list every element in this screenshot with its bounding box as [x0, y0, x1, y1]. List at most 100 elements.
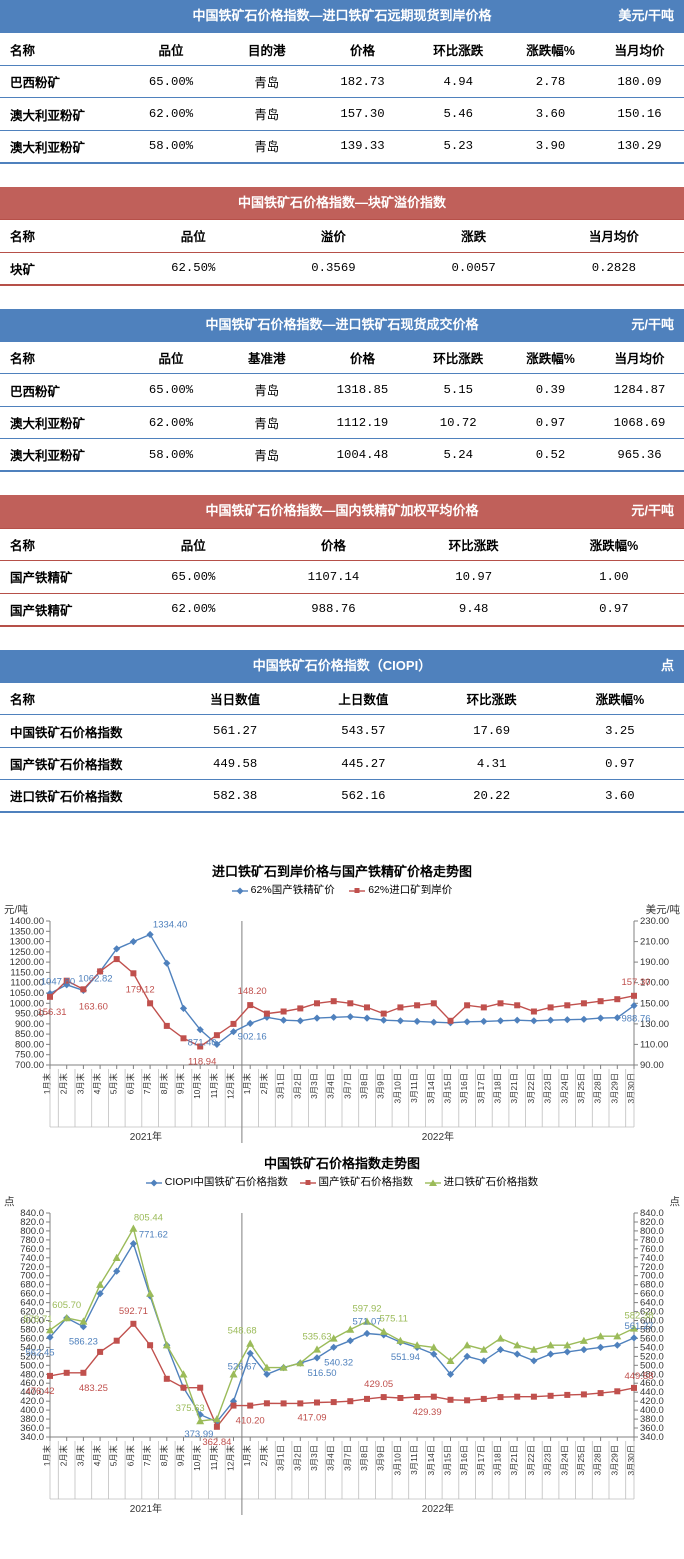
svg-text:3月17日: 3月17日 [476, 1073, 486, 1103]
svg-text:562.45: 562.45 [25, 1348, 54, 1359]
svg-text:3月末: 3月末 [75, 1073, 85, 1095]
svg-text:840.0: 840.0 [640, 1208, 664, 1219]
svg-text:3月10日: 3月10日 [392, 1073, 402, 1103]
svg-text:3月23日: 3月23日 [543, 1445, 553, 1475]
svg-text:3月1日: 3月1日 [276, 1073, 286, 1099]
svg-text:3月11日: 3月11日 [409, 1445, 419, 1475]
svg-text:3月21日: 3月21日 [509, 1073, 519, 1103]
svg-text:2月末: 2月末 [59, 1445, 69, 1467]
svg-text:3月7日: 3月7日 [342, 1445, 352, 1471]
svg-text:3月7日: 3月7日 [342, 1073, 352, 1099]
svg-text:840.0: 840.0 [20, 1208, 44, 1219]
svg-text:1334.40: 1334.40 [153, 920, 187, 931]
svg-text:3月21日: 3月21日 [509, 1445, 519, 1475]
svg-text:美元/吨: 美元/吨 [646, 903, 681, 916]
svg-text:3月2日: 3月2日 [292, 1073, 302, 1099]
svg-text:3月24日: 3月24日 [559, 1445, 569, 1475]
svg-text:2021年: 2021年 [130, 1130, 162, 1143]
svg-text:1350.00: 1350.00 [10, 927, 44, 938]
svg-text:561.27: 561.27 [624, 1321, 653, 1332]
svg-text:190.00: 190.00 [640, 958, 669, 969]
svg-text:1047.80: 1047.80 [41, 977, 75, 988]
svg-text:210.00: 210.00 [640, 937, 669, 948]
svg-text:148.20: 148.20 [238, 987, 267, 998]
svg-text:118.94: 118.94 [188, 1057, 216, 1068]
svg-text:1月末: 1月末 [42, 1445, 52, 1467]
svg-text:526.67: 526.67 [228, 1362, 257, 1373]
svg-text:582.38: 582.38 [624, 1311, 653, 1322]
svg-text:9月末: 9月末 [176, 1073, 186, 1095]
svg-text:3月16日: 3月16日 [459, 1445, 469, 1475]
svg-text:429.05: 429.05 [364, 1380, 393, 1391]
svg-text:3月30日: 3月30日 [626, 1445, 636, 1475]
svg-text:8月末: 8月末 [159, 1073, 169, 1095]
svg-text:3月23日: 3月23日 [543, 1073, 553, 1103]
svg-text:1100.00: 1100.00 [10, 978, 44, 989]
svg-text:3月2日: 3月2日 [292, 1445, 302, 1471]
svg-text:4月末: 4月末 [92, 1445, 102, 1467]
svg-text:156.31: 156.31 [37, 1007, 66, 1018]
svg-text:3月24日: 3月24日 [559, 1073, 569, 1103]
svg-text:3月14日: 3月14日 [426, 1445, 436, 1475]
svg-text:9月末: 9月末 [176, 1445, 186, 1467]
svg-text:3月18日: 3月18日 [493, 1073, 503, 1103]
svg-text:362.84: 362.84 [202, 1437, 231, 1448]
svg-text:871.40: 871.40 [188, 1038, 217, 1049]
svg-text:163.60: 163.60 [79, 1002, 108, 1013]
svg-text:12月末: 12月末 [226, 1445, 236, 1472]
svg-text:5月末: 5月末 [109, 1445, 119, 1467]
svg-text:551.94: 551.94 [391, 1353, 420, 1364]
svg-text:575.11: 575.11 [380, 1314, 408, 1325]
svg-text:850.00: 850.00 [15, 1030, 44, 1041]
svg-text:3月15日: 3月15日 [443, 1073, 453, 1103]
svg-text:3月30日: 3月30日 [626, 1073, 636, 1103]
svg-text:597.92: 597.92 [352, 1304, 381, 1315]
svg-text:12月末: 12月末 [226, 1073, 236, 1100]
svg-text:592.71: 592.71 [119, 1306, 148, 1317]
svg-text:3月18日: 3月18日 [493, 1445, 503, 1475]
svg-text:11月末: 11月末 [209, 1073, 219, 1099]
svg-text:516.50: 516.50 [307, 1368, 336, 1379]
svg-text:449.58: 449.58 [624, 1371, 653, 1382]
svg-text:1月末: 1月末 [42, 1073, 52, 1095]
svg-text:3月29日: 3月29日 [609, 1073, 619, 1103]
svg-text:10月末: 10月末 [192, 1073, 202, 1100]
svg-text:1250.00: 1250.00 [10, 947, 44, 958]
svg-text:1月末: 1月末 [242, 1073, 252, 1095]
svg-text:2021年: 2021年 [130, 1502, 162, 1515]
svg-text:点: 点 [670, 1196, 681, 1208]
svg-text:230.00: 230.00 [640, 916, 669, 927]
svg-text:483.25: 483.25 [79, 1383, 108, 1394]
svg-text:3月22日: 3月22日 [526, 1445, 536, 1475]
svg-text:8月末: 8月末 [159, 1445, 169, 1467]
svg-text:429.39: 429.39 [413, 1407, 442, 1418]
svg-text:3月8日: 3月8日 [359, 1073, 369, 1099]
svg-text:110.00: 110.00 [640, 1040, 668, 1051]
svg-text:535.63: 535.63 [302, 1332, 331, 1343]
svg-text:6月末: 6月末 [125, 1073, 135, 1095]
svg-text:3月11日: 3月11日 [409, 1073, 419, 1103]
svg-text:2月末: 2月末 [259, 1073, 269, 1095]
svg-text:805.44: 805.44 [134, 1213, 163, 1224]
svg-text:5月末: 5月末 [109, 1073, 119, 1095]
svg-text:375.63: 375.63 [176, 1403, 205, 1414]
svg-text:元/吨: 元/吨 [4, 903, 28, 916]
svg-text:3月25日: 3月25日 [576, 1445, 586, 1475]
svg-text:179.12: 179.12 [126, 985, 155, 996]
svg-text:4月末: 4月末 [92, 1073, 102, 1095]
svg-text:157.30: 157.30 [621, 977, 650, 988]
svg-text:3月25日: 3月25日 [576, 1073, 586, 1103]
svg-text:90.00: 90.00 [640, 1060, 664, 1071]
svg-text:571.07: 571.07 [352, 1317, 381, 1328]
svg-text:3月29日: 3月29日 [609, 1445, 619, 1475]
svg-text:900.00: 900.00 [15, 1019, 44, 1030]
svg-text:3月28日: 3月28日 [593, 1073, 603, 1103]
svg-text:点: 点 [4, 1196, 15, 1208]
svg-text:3月末: 3月末 [75, 1445, 85, 1467]
svg-text:7月末: 7月末 [142, 1445, 152, 1467]
svg-text:417.09: 417.09 [297, 1413, 326, 1424]
svg-text:988.76: 988.76 [621, 1014, 650, 1025]
svg-text:7月末: 7月末 [142, 1073, 152, 1095]
svg-text:3月3日: 3月3日 [309, 1073, 319, 1099]
svg-text:476.42: 476.42 [25, 1386, 54, 1397]
